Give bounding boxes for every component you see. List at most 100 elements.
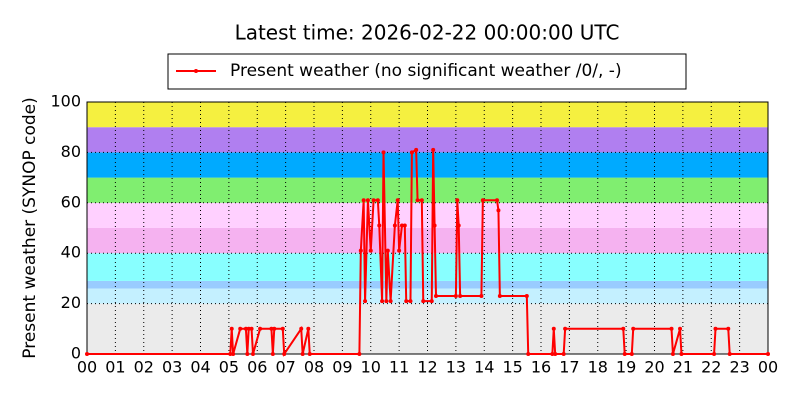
y-tick-label: 40 bbox=[61, 243, 81, 262]
data-point bbox=[357, 352, 362, 356]
data-point bbox=[365, 198, 370, 203]
x-tick-label: 23 bbox=[729, 358, 749, 377]
data-point bbox=[280, 326, 285, 331]
plot-frame bbox=[86, 101, 769, 355]
data-point bbox=[713, 326, 718, 331]
x-tick-label: 00 bbox=[77, 358, 97, 377]
data-point bbox=[375, 198, 380, 203]
data-point bbox=[455, 198, 460, 203]
data-point bbox=[432, 223, 437, 228]
x-tick-label: 12 bbox=[417, 358, 437, 377]
data-point bbox=[249, 326, 254, 331]
legend-marker bbox=[194, 69, 198, 73]
data-point bbox=[361, 198, 366, 203]
data-point bbox=[496, 208, 501, 213]
x-tick-label: 15 bbox=[502, 358, 522, 377]
data-point bbox=[377, 223, 382, 228]
background-band bbox=[87, 228, 768, 254]
x-tick-label: 05 bbox=[219, 358, 239, 377]
x-tick-label: 21 bbox=[673, 358, 693, 377]
x-tick-label: 20 bbox=[644, 358, 664, 377]
data-point bbox=[480, 198, 485, 203]
data-point bbox=[524, 294, 529, 299]
data-point bbox=[371, 198, 376, 203]
x-tick-label: 07 bbox=[275, 358, 295, 377]
y-axis-label: Present weather (SYNOP code) bbox=[20, 97, 40, 358]
x-tick-label: 08 bbox=[304, 358, 324, 377]
data-point bbox=[85, 352, 89, 356]
x-tick-label: 17 bbox=[559, 358, 579, 377]
data-point bbox=[306, 326, 311, 331]
x-tick-label: 03 bbox=[162, 358, 182, 377]
data-point bbox=[726, 326, 731, 331]
data-point bbox=[421, 299, 426, 304]
x-tick-label: 19 bbox=[616, 358, 636, 377]
x-tick-label: 18 bbox=[588, 358, 608, 377]
x-tick-label: 01 bbox=[105, 358, 125, 377]
data-point bbox=[479, 294, 484, 299]
data-point bbox=[551, 326, 556, 331]
data-point bbox=[553, 352, 558, 356]
legend-label: Present weather (no significant weather … bbox=[230, 61, 622, 81]
data-point bbox=[458, 294, 463, 299]
data-point bbox=[385, 248, 390, 253]
data-point bbox=[408, 299, 413, 304]
data-point bbox=[380, 299, 385, 304]
data-point bbox=[431, 147, 436, 152]
data-point bbox=[299, 326, 304, 331]
data-point bbox=[269, 326, 274, 331]
data-point bbox=[561, 352, 566, 356]
data-point bbox=[563, 326, 568, 331]
data-point bbox=[414, 147, 419, 152]
data-point bbox=[766, 352, 770, 356]
data-point bbox=[621, 326, 626, 331]
x-tick-label: 06 bbox=[247, 358, 267, 377]
data-point bbox=[415, 198, 420, 203]
background-band bbox=[87, 280, 768, 289]
data-point bbox=[550, 352, 555, 356]
x-tick-label: 11 bbox=[389, 358, 409, 377]
data-point bbox=[272, 326, 277, 331]
data-point bbox=[727, 352, 732, 356]
data-point bbox=[670, 352, 675, 356]
x-tick-label: 09 bbox=[332, 358, 352, 377]
background-band bbox=[87, 288, 768, 304]
data-point bbox=[243, 326, 248, 331]
x-tick-label: 13 bbox=[446, 358, 466, 377]
y-tick-label: 80 bbox=[61, 142, 81, 161]
data-point bbox=[395, 198, 400, 203]
y-tick-label: 0 bbox=[71, 344, 81, 363]
data-point bbox=[712, 352, 717, 356]
data-point bbox=[497, 294, 502, 299]
data-point bbox=[495, 198, 500, 203]
data-point bbox=[238, 326, 243, 331]
data-point bbox=[228, 352, 233, 356]
data-point bbox=[419, 198, 424, 203]
data-point bbox=[678, 326, 683, 331]
y-tick-label: 20 bbox=[61, 293, 81, 312]
data-point bbox=[250, 352, 255, 356]
data-point bbox=[231, 352, 236, 356]
data-point bbox=[245, 352, 250, 356]
data-point bbox=[631, 326, 636, 331]
data-point bbox=[381, 150, 386, 155]
x-tick-label: 14 bbox=[474, 358, 494, 377]
background-band bbox=[87, 253, 768, 281]
x-tick-label: 16 bbox=[531, 358, 551, 377]
data-point bbox=[392, 223, 397, 228]
data-point bbox=[358, 248, 363, 253]
data-point bbox=[397, 248, 402, 253]
data-point bbox=[258, 326, 263, 331]
data-point bbox=[526, 352, 531, 356]
data-point bbox=[388, 299, 393, 304]
data-point bbox=[300, 352, 305, 356]
data-point bbox=[307, 352, 312, 356]
chart-title: Latest time: 2026-02-22 00:00:00 UTC bbox=[235, 21, 620, 45]
data-point bbox=[434, 294, 439, 299]
data-point bbox=[270, 352, 275, 356]
y-tick-label: 60 bbox=[61, 192, 81, 211]
data-point bbox=[363, 299, 368, 304]
x-tick-label: 02 bbox=[134, 358, 154, 377]
data-point bbox=[282, 352, 287, 356]
background-band bbox=[87, 152, 768, 178]
